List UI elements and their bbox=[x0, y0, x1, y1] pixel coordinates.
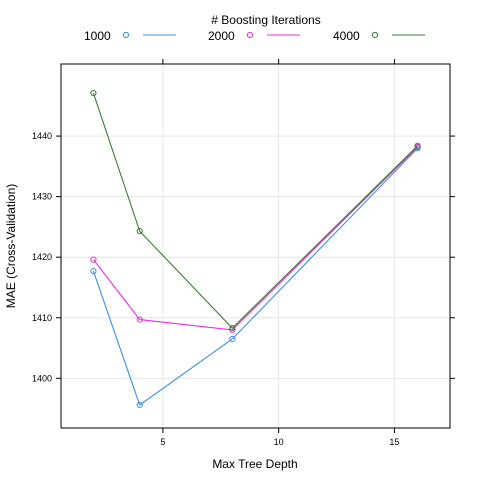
series-line-1000 bbox=[92, 147, 418, 406]
data-point-1000 bbox=[90, 268, 97, 275]
x-tick-label: 5 bbox=[160, 437, 165, 447]
grid bbox=[61, 64, 450, 428]
plot-frame bbox=[60, 63, 451, 429]
series-line-4000 bbox=[92, 92, 418, 329]
x-axis-title: Max Tree Depth bbox=[212, 457, 297, 471]
legend-marker-2000 bbox=[246, 31, 254, 39]
data-point-1000 bbox=[229, 335, 236, 343]
data-point-4000 bbox=[90, 89, 97, 97]
series-layer bbox=[90, 89, 421, 409]
y-tick-label: 1440 bbox=[32, 131, 52, 141]
data-point-4000 bbox=[136, 228, 143, 235]
legend: # Boosting Iterations 1000 2000 4000 bbox=[84, 13, 425, 43]
data-point-4000 bbox=[229, 324, 236, 332]
plot-area: 5 10 15 1400 1410 1420 1430 1440 bbox=[32, 59, 455, 447]
y-tick-label: 1430 bbox=[32, 192, 52, 202]
data-point-2000 bbox=[136, 316, 143, 323]
x-tick-label: 15 bbox=[389, 437, 399, 447]
legend-label-4000: 4000 bbox=[333, 29, 360, 43]
y-tick-label: 1400 bbox=[32, 373, 52, 383]
series-line-2000 bbox=[92, 146, 418, 331]
y-tick-label: 1420 bbox=[32, 252, 52, 262]
data-point-4000 bbox=[414, 142, 421, 149]
y-axis-title: MAE (Cross-Validation) bbox=[4, 184, 18, 308]
x-tick-label: 10 bbox=[274, 437, 284, 447]
axis-ticks: 5 10 15 1400 1410 1420 1430 1440 bbox=[32, 59, 455, 447]
y-tick-label: 1410 bbox=[32, 313, 52, 323]
legend-marker-1000 bbox=[122, 31, 130, 39]
legend-label-2000: 2000 bbox=[208, 29, 235, 43]
legend-items: 1000 2000 4000 bbox=[84, 29, 425, 43]
legend-title: # Boosting Iterations bbox=[211, 13, 320, 27]
legend-marker-4000 bbox=[371, 31, 379, 39]
data-point-2000 bbox=[90, 256, 97, 263]
data-point-2000 bbox=[229, 326, 236, 333]
legend-label-1000: 1000 bbox=[84, 29, 111, 43]
data-point-1000 bbox=[136, 401, 143, 409]
